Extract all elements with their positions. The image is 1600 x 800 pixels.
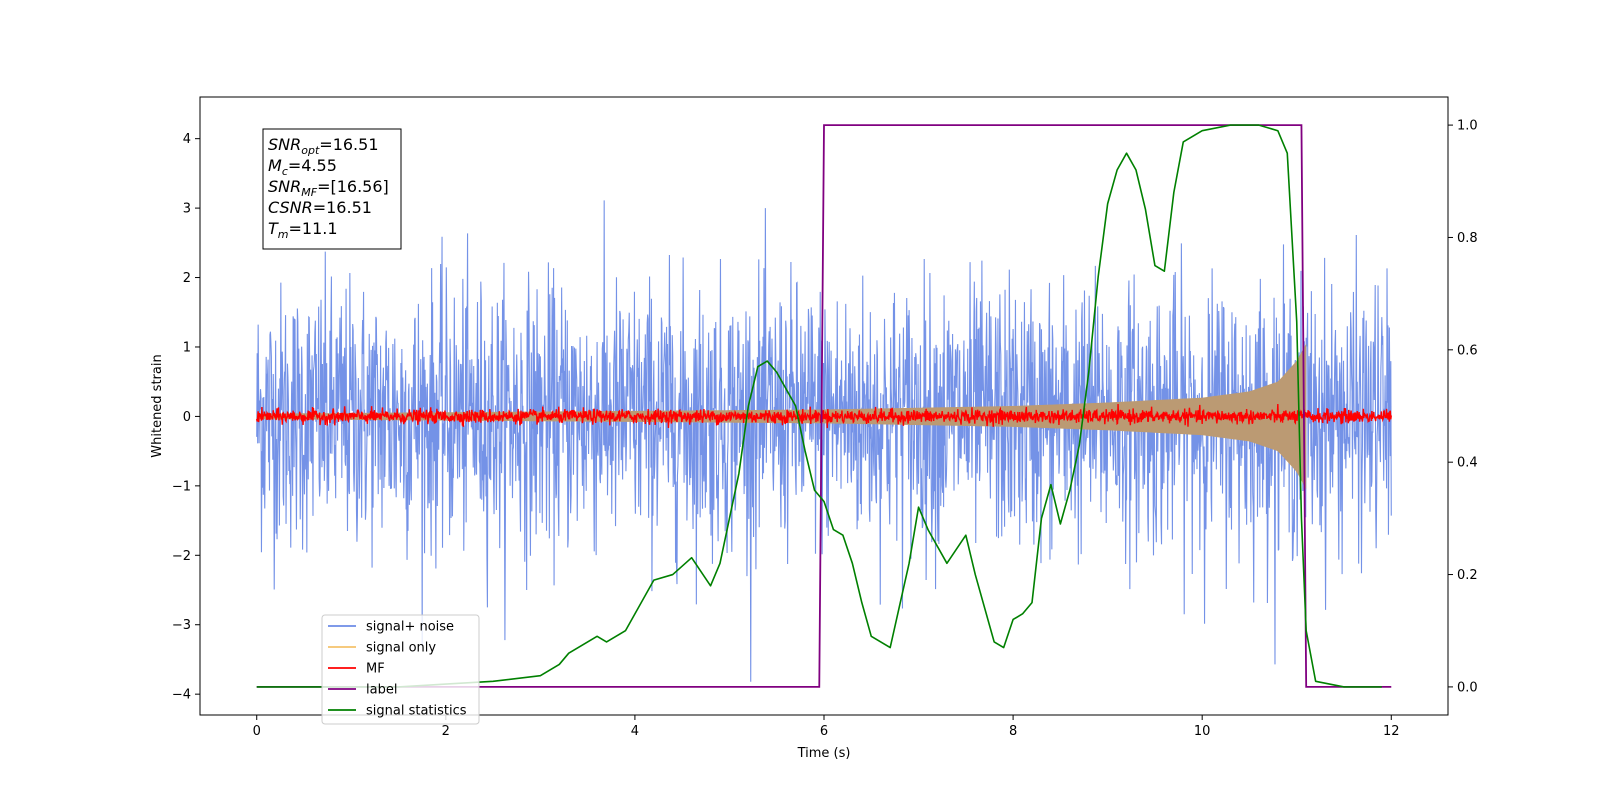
y2-tick-label: 0.0 (1457, 680, 1478, 695)
x-axis-label: Time (s) (797, 746, 851, 761)
x-tick-label: 0 (253, 724, 261, 739)
legend-label: signal statistics (366, 704, 467, 719)
series-signal-statistics (256, 124, 1382, 688)
annotation-line: SNRopt=16.51 (268, 135, 379, 157)
y-tick-label: 2 (183, 271, 191, 286)
legend-frame (321, 614, 480, 725)
annotation-value: =16.51 (319, 135, 378, 154)
annotation-line: CSNR=16.51 (268, 198, 372, 217)
y2-tick-label: 0.4 (1457, 456, 1478, 471)
legend-label: signal+ noise (366, 620, 454, 635)
y-tick-label: 3 (183, 202, 191, 217)
annotation-subscript: c (282, 165, 288, 178)
series-mf (256, 403, 1392, 429)
annotation-line: Mc=4.55 (268, 156, 337, 178)
y-tick-label: 4 (183, 132, 191, 147)
annotation-value: =4.55 (288, 156, 337, 175)
annotation-value: =[16.56] (317, 177, 389, 196)
series-layer (256, 124, 1392, 688)
annotation-subscript: m (278, 228, 289, 241)
annotation-subscript: opt (301, 144, 320, 157)
x-tick-label: 8 (1009, 724, 1017, 739)
legend-label: MF (366, 662, 385, 677)
x-tick-label: 4 (631, 724, 639, 739)
annotation-box: SNRopt=16.51Mc=4.55SNRMF=[16.56]CSNR=16.… (262, 128, 402, 250)
y2-tick-label: 0.2 (1457, 568, 1478, 583)
x-tick-label: 2 (442, 724, 450, 739)
y-tick-label: 0 (183, 410, 191, 425)
legend-label: signal only (366, 641, 436, 656)
y-tick-label: −2 (172, 549, 191, 564)
y-axis: −4 −3 −2 −1 0 1 2 3 4 (172, 132, 200, 703)
annotation-symbol: SNR (268, 135, 301, 154)
y-tick-label: −1 (172, 479, 191, 494)
annotation-frame (262, 128, 402, 250)
annotation-value: =16.51 (313, 198, 372, 217)
annotation-symbol: SNR (268, 177, 301, 196)
annotation-line: SNRMF=[16.56] (268, 177, 389, 199)
legend: signal+ noise signal only MF label signal st… (321, 614, 480, 725)
x-tick-label: 6 (820, 724, 828, 739)
annotation-value: =11.1 (289, 219, 338, 238)
series-label (256, 124, 1392, 688)
y2-tick-label: 1.0 (1457, 119, 1478, 134)
y-tick-label: −4 (172, 688, 191, 703)
y2-tick-label: 0.8 (1457, 231, 1478, 246)
x-tick-label: 12 (1383, 724, 1400, 739)
y-tick-label: −3 (172, 618, 191, 633)
annotation-subscript: MF (301, 186, 317, 199)
annotation-line: Tm=11.1 (268, 219, 338, 241)
y2-axis: 0.0 0.2 0.4 0.6 0.8 1.0 (1448, 119, 1478, 695)
annotation-symbol: M (268, 156, 282, 175)
y2-tick-label: 0.6 (1457, 343, 1478, 358)
y-tick-label: 1 (183, 340, 191, 355)
annotation-symbol: CSNR (268, 198, 313, 217)
x-tick-label: 10 (1194, 724, 1211, 739)
annotation-symbol: T (268, 219, 279, 238)
y-axis-label: Whitened strain (150, 354, 165, 457)
legend-label: label (366, 683, 397, 698)
